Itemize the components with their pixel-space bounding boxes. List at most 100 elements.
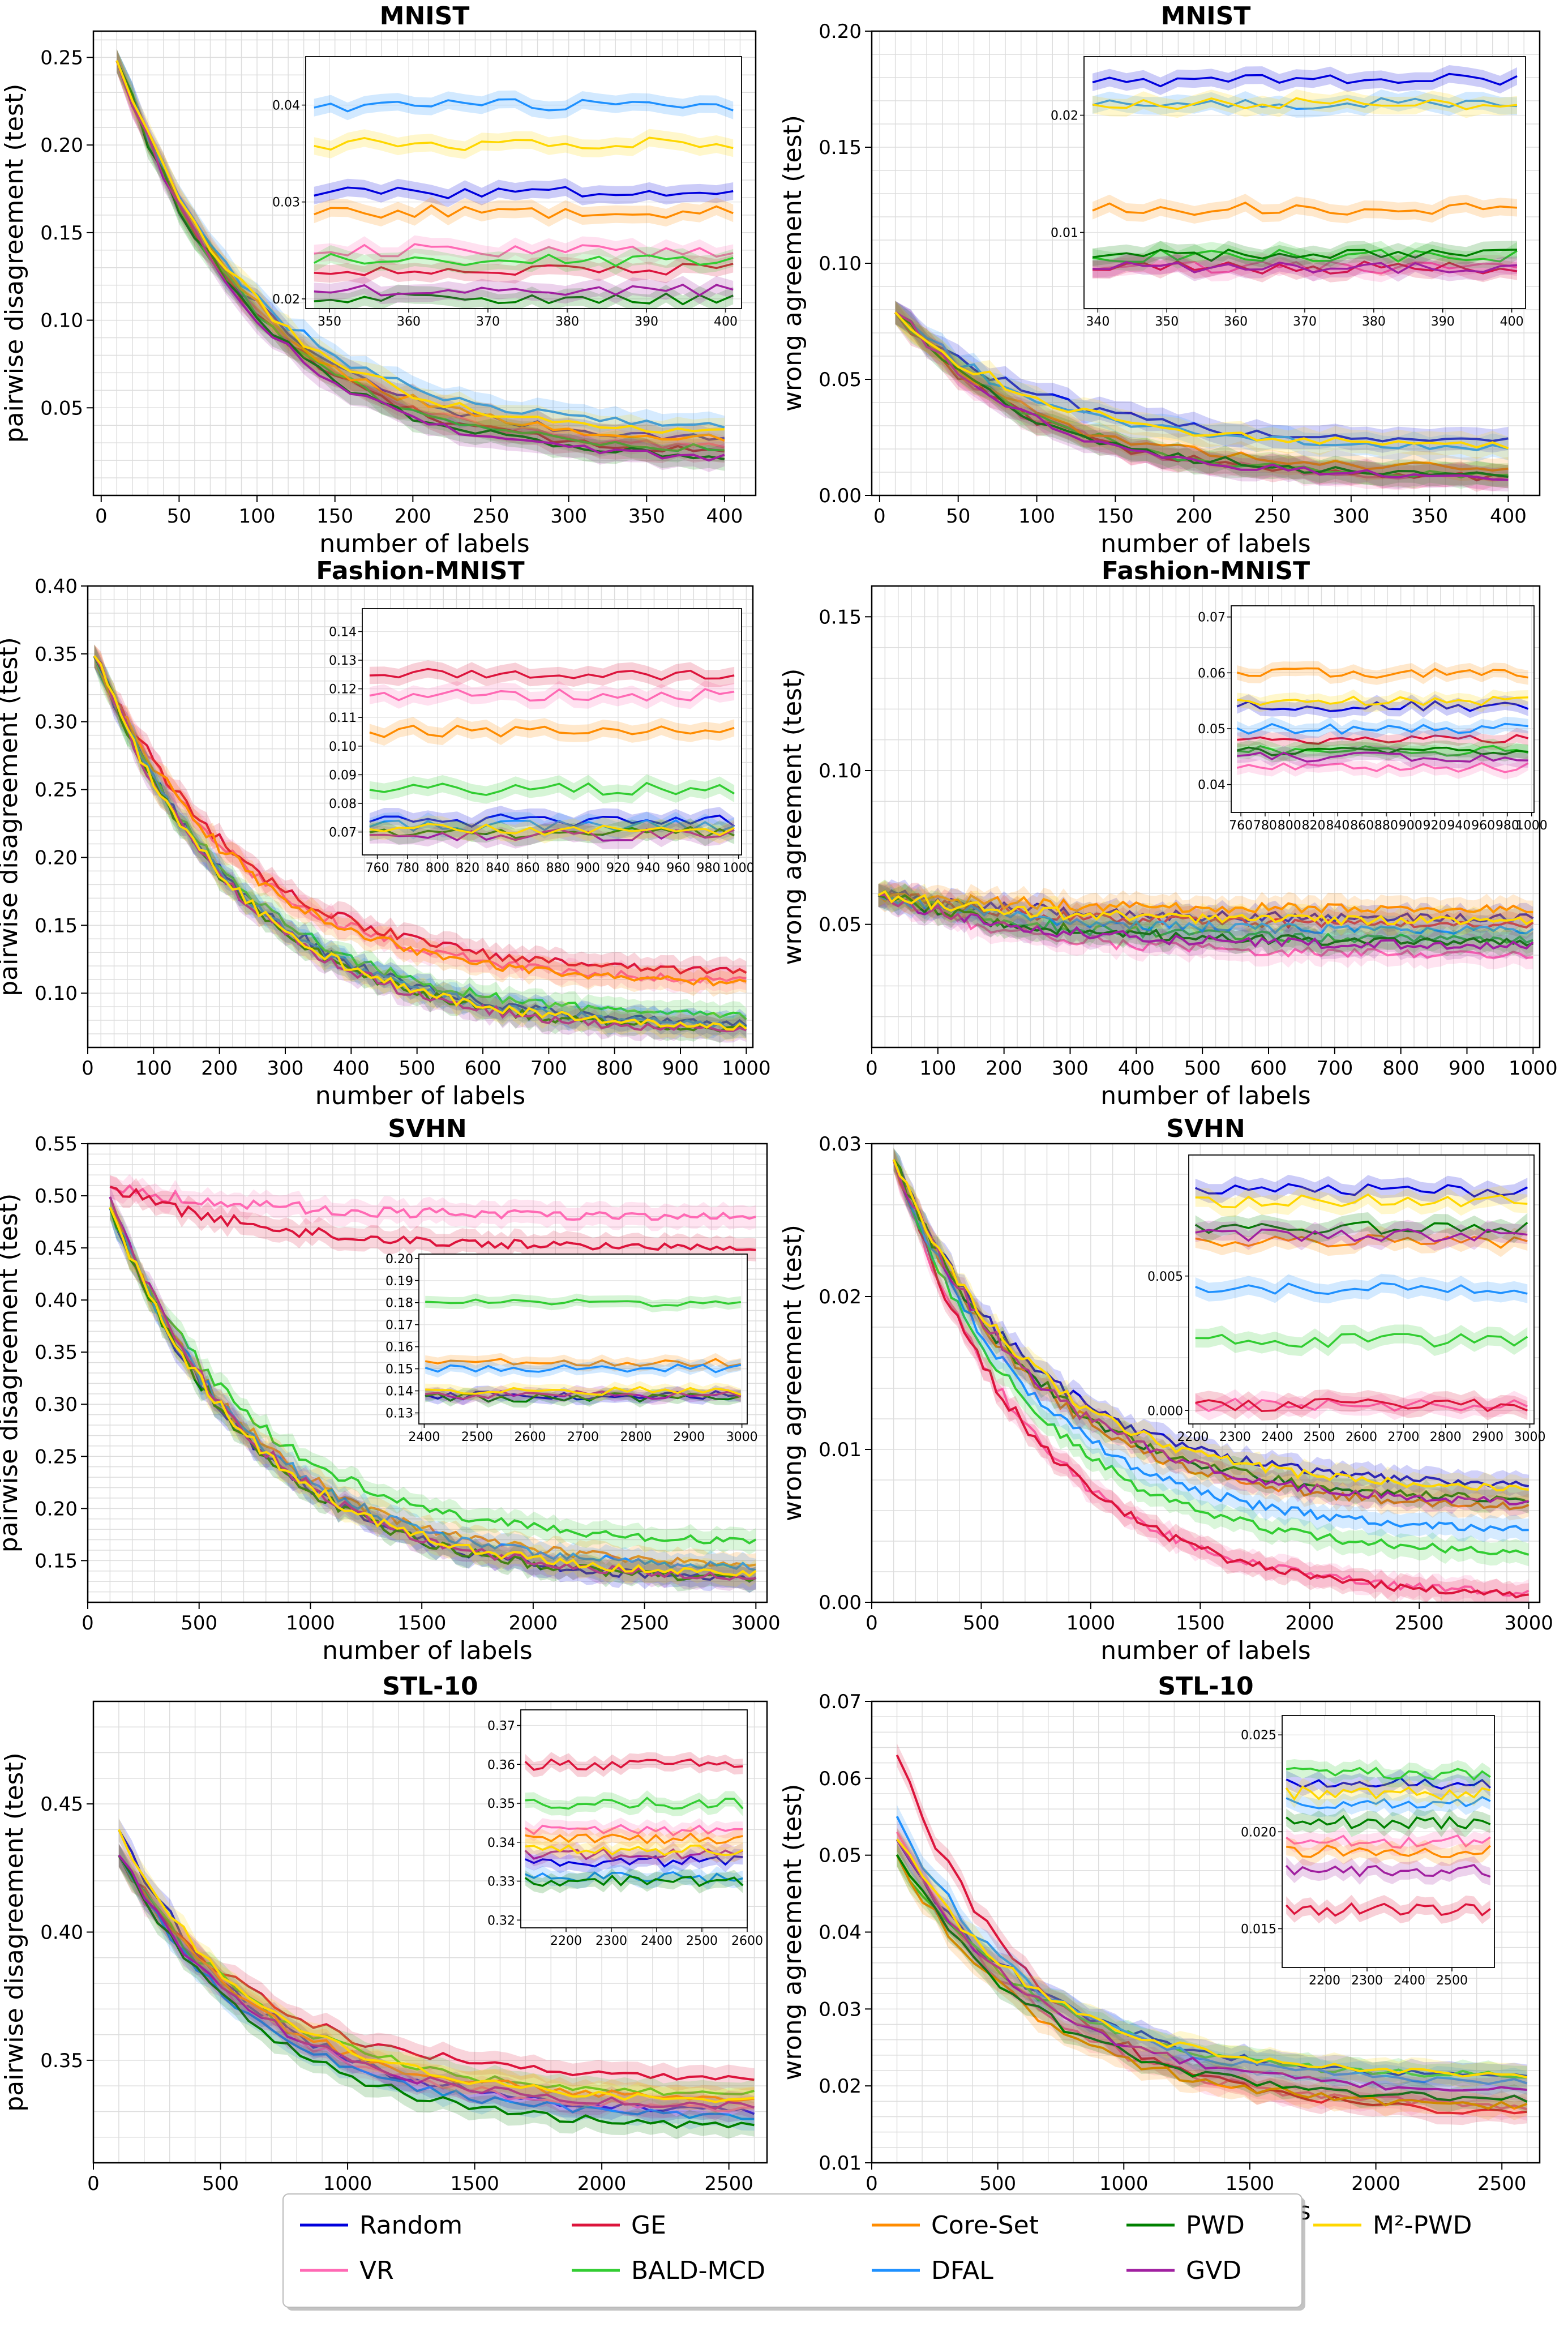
x-tick-label: 0 <box>82 1057 94 1080</box>
inset-band <box>314 196 734 227</box>
series-band <box>897 1843 1527 2114</box>
series-line <box>894 311 1509 481</box>
inset-x-tick-label: 2400 <box>641 1934 672 1948</box>
inset-x-tick-label: 2600 <box>1346 1430 1377 1444</box>
inset-band <box>1195 1389 1528 1421</box>
inset-y-tick-label: 0.33 <box>487 1875 515 1889</box>
inset-line <box>314 292 734 306</box>
inset-line <box>314 283 734 297</box>
inset-line <box>369 688 735 702</box>
inset-x-tick-label: 370 <box>1293 315 1317 329</box>
inset-y-tick-label: 0.02 <box>1051 109 1078 123</box>
inset-y-tick-label: 0.34 <box>487 1836 515 1850</box>
chart-title: MNIST <box>1161 2 1251 31</box>
inset-x-tick-label: 400 <box>1500 315 1524 329</box>
inset-x-tick-label: 380 <box>1362 315 1386 329</box>
inset-y-tick-label: 0.10 <box>329 740 357 754</box>
inset-y-tick-label: 0.11 <box>329 711 357 725</box>
inset-series-group <box>313 90 734 309</box>
inset-y-tick-label: 0.12 <box>329 683 357 697</box>
y-tick-label: 0.25 <box>40 46 83 69</box>
inset-frame <box>520 1709 748 1928</box>
inset-band <box>314 178 734 207</box>
inset-y-tick-label: 0.37 <box>487 1719 515 1734</box>
x-tick-label: 1500 <box>1176 1612 1225 1635</box>
inset-line <box>1286 1795 1491 1810</box>
inset-band <box>369 820 735 849</box>
x-axis-label: number of labels <box>322 1636 532 1665</box>
inset-band <box>369 806 735 836</box>
inset-x-tick-label: 940 <box>1447 819 1471 833</box>
y-tick-label: 0.40 <box>40 1922 83 1944</box>
inset-band <box>1237 745 1528 769</box>
series-line <box>109 1186 756 1251</box>
y-axis-label: wrong agreement (test) <box>778 1784 807 2081</box>
inset-line <box>1092 261 1518 275</box>
inset-line <box>1236 762 1529 773</box>
inset-line <box>314 263 734 276</box>
axes-frame <box>87 1143 768 1603</box>
y-tick-label: 0.05 <box>40 397 83 420</box>
inset-y-tick-label: 0.16 <box>385 1341 413 1355</box>
x-tick-label: 0 <box>866 1612 878 1635</box>
series-line <box>115 60 725 434</box>
inset-y-tick-label: 0.03 <box>272 196 300 210</box>
inset-band <box>1286 1807 1490 1837</box>
inset-line <box>369 668 735 681</box>
inset-line <box>369 819 735 833</box>
inset-line <box>1092 248 1518 262</box>
inset-line <box>1195 1397 1528 1413</box>
x-axis-label: number of labels <box>315 1081 525 1110</box>
y-tick-label: 0.55 <box>35 1133 78 1156</box>
series-group <box>118 1817 755 2140</box>
chart-panel: 0 500 1000 1500 2000 2500 0.01 0.02 0.03 0.04 0.05… <box>778 1672 1541 2226</box>
inset-line <box>314 136 734 151</box>
series-line <box>93 656 747 1021</box>
inset-line <box>1195 1228 1528 1243</box>
inset-series-group <box>524 1752 744 1894</box>
series-group <box>896 1743 1528 2125</box>
x-tick-label: 700 <box>530 1057 567 1080</box>
x-tick-label: 500 <box>979 2172 1016 2195</box>
legend-entry-label: GE <box>631 2211 666 2240</box>
series-line <box>892 1159 1529 1599</box>
x-tick-label: 0 <box>87 2172 100 2195</box>
inset-line <box>1195 1282 1528 1295</box>
inset-line <box>525 1796 744 1810</box>
inset-x-tick-label: 380 <box>555 315 579 329</box>
x-tick-label: 100 <box>919 1057 956 1080</box>
series-line <box>892 1160 1530 1597</box>
inset-band <box>1093 89 1517 118</box>
inset-band <box>425 1381 741 1401</box>
series-line <box>877 889 1533 944</box>
inset-chart: 2200 2300 2400 2500 0.015 0.020 0.025 <box>1241 1715 1495 1988</box>
series-line <box>109 1207 757 1545</box>
inset-line <box>1285 1785 1491 1801</box>
x-axis-label: number of labels <box>1100 1636 1310 1665</box>
y-axis-label: wrong agreement (test) <box>778 669 807 965</box>
x-tick-label: 300 <box>267 1057 304 1080</box>
inset-x-tick-label: 2800 <box>1430 1430 1462 1444</box>
y-tick-label: 0.35 <box>35 1341 78 1364</box>
chart-title: MNIST <box>380 2 470 31</box>
y-tick-label: 0.03 <box>819 1133 862 1156</box>
x-tick-label: 300 <box>550 505 587 528</box>
inset-y-tick-label: 0.13 <box>329 654 357 668</box>
chart-title: SVHN <box>1166 1114 1245 1143</box>
x-axis-label: number of labels <box>1100 529 1310 558</box>
inset-band <box>369 717 735 746</box>
y-tick-label: 0.25 <box>35 779 78 802</box>
x-tick-label: 900 <box>662 1057 699 1080</box>
inset-y-tick-label: 0.05 <box>1198 722 1226 737</box>
inset-line <box>369 724 735 738</box>
inset-x-tick-label: 1000 <box>1516 819 1548 833</box>
chart-panel: 0 500 1000 1500 2000 2500 3000 0.00 0.01 0.02 0.03… <box>778 1114 1553 1665</box>
inset-line <box>1237 734 1529 745</box>
x-tick-label: 2000 <box>577 2172 627 2195</box>
y-tick-label: 0.50 <box>35 1185 78 1208</box>
inset-x-tick-label: 2500 <box>1304 1430 1335 1444</box>
inset-line <box>314 186 734 199</box>
inset-y-tick-label: 0.19 <box>385 1274 413 1289</box>
inset-x-tick-label: 920 <box>606 861 630 875</box>
inset-line <box>1236 667 1528 679</box>
